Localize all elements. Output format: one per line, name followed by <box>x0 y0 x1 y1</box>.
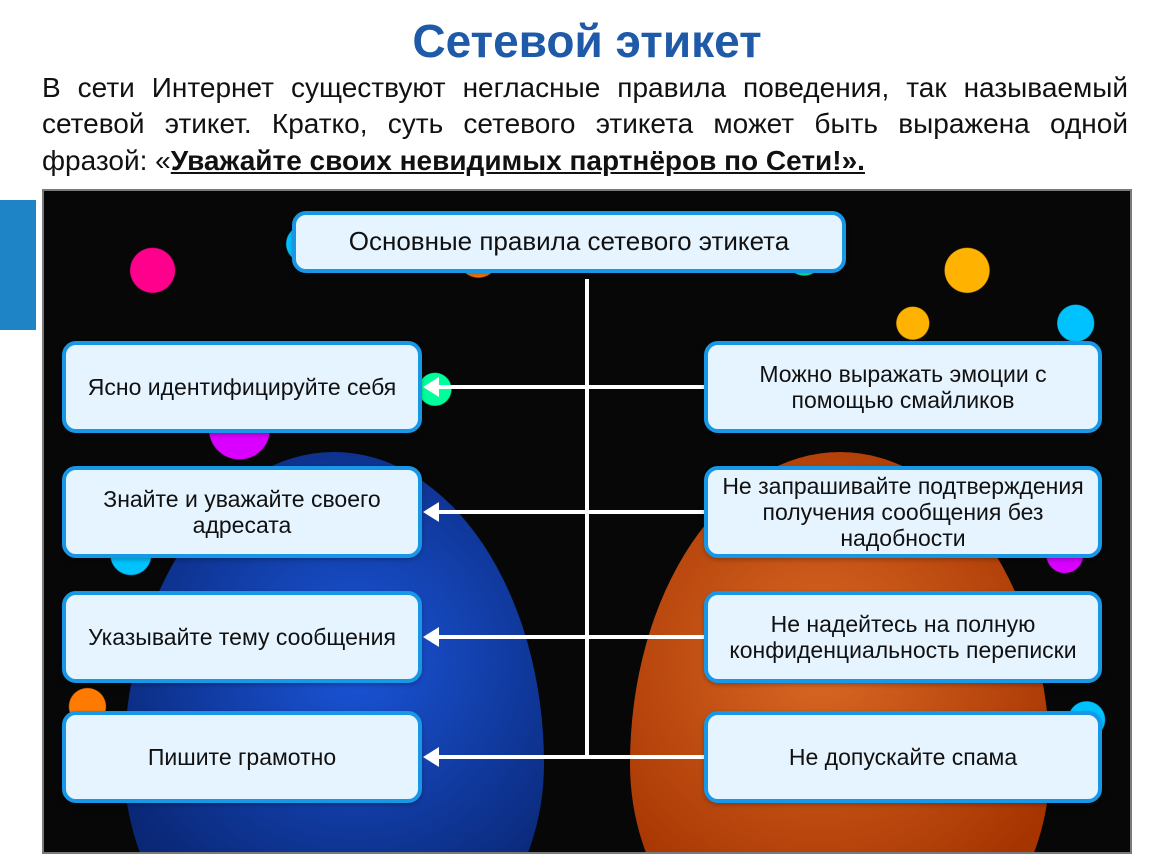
connector-horizontal <box>437 755 737 759</box>
rule-box-right: Не запрашивайте подтверждения получения … <box>704 466 1102 558</box>
rule-box-left: Указывайте тему сообщения <box>62 591 422 683</box>
diagram-header-box: Основные правила сетевого этикета <box>292 211 846 273</box>
intro-quote: Уважайте своих невидимых партнёров по Се… <box>171 145 865 176</box>
rule-box-right: Не допускайте спама <box>704 711 1102 803</box>
connector-vertical <box>585 279 589 759</box>
page-title: Сетевой этикет <box>42 14 1132 68</box>
rule-box-left: Ясно идентифицируйте себя <box>62 341 422 433</box>
connector-horizontal <box>437 510 737 514</box>
rule-box-left: Знайте и уважайте своего адресата <box>62 466 422 558</box>
slide: Сетевой этикет В сети Интернет существую… <box>0 0 1150 864</box>
arrow-left-icon <box>423 747 439 767</box>
arrow-left-icon <box>423 502 439 522</box>
rule-box-right: Можно выражать эмоции с помощью смайлико… <box>704 341 1102 433</box>
connector-horizontal <box>437 635 737 639</box>
rule-box-left: Пишите грамотно <box>62 711 422 803</box>
intro-paragraph: В сети Интернет существуют негласные пра… <box>42 70 1132 179</box>
diagram: Основные правила сетевого этикета Ясно и… <box>42 189 1132 854</box>
rule-box-right: Не надейтесь на полную конфиденциальност… <box>704 591 1102 683</box>
arrow-left-icon <box>423 627 439 647</box>
arrow-left-icon <box>423 377 439 397</box>
connector-horizontal <box>437 385 737 389</box>
accent-bar <box>0 200 36 330</box>
